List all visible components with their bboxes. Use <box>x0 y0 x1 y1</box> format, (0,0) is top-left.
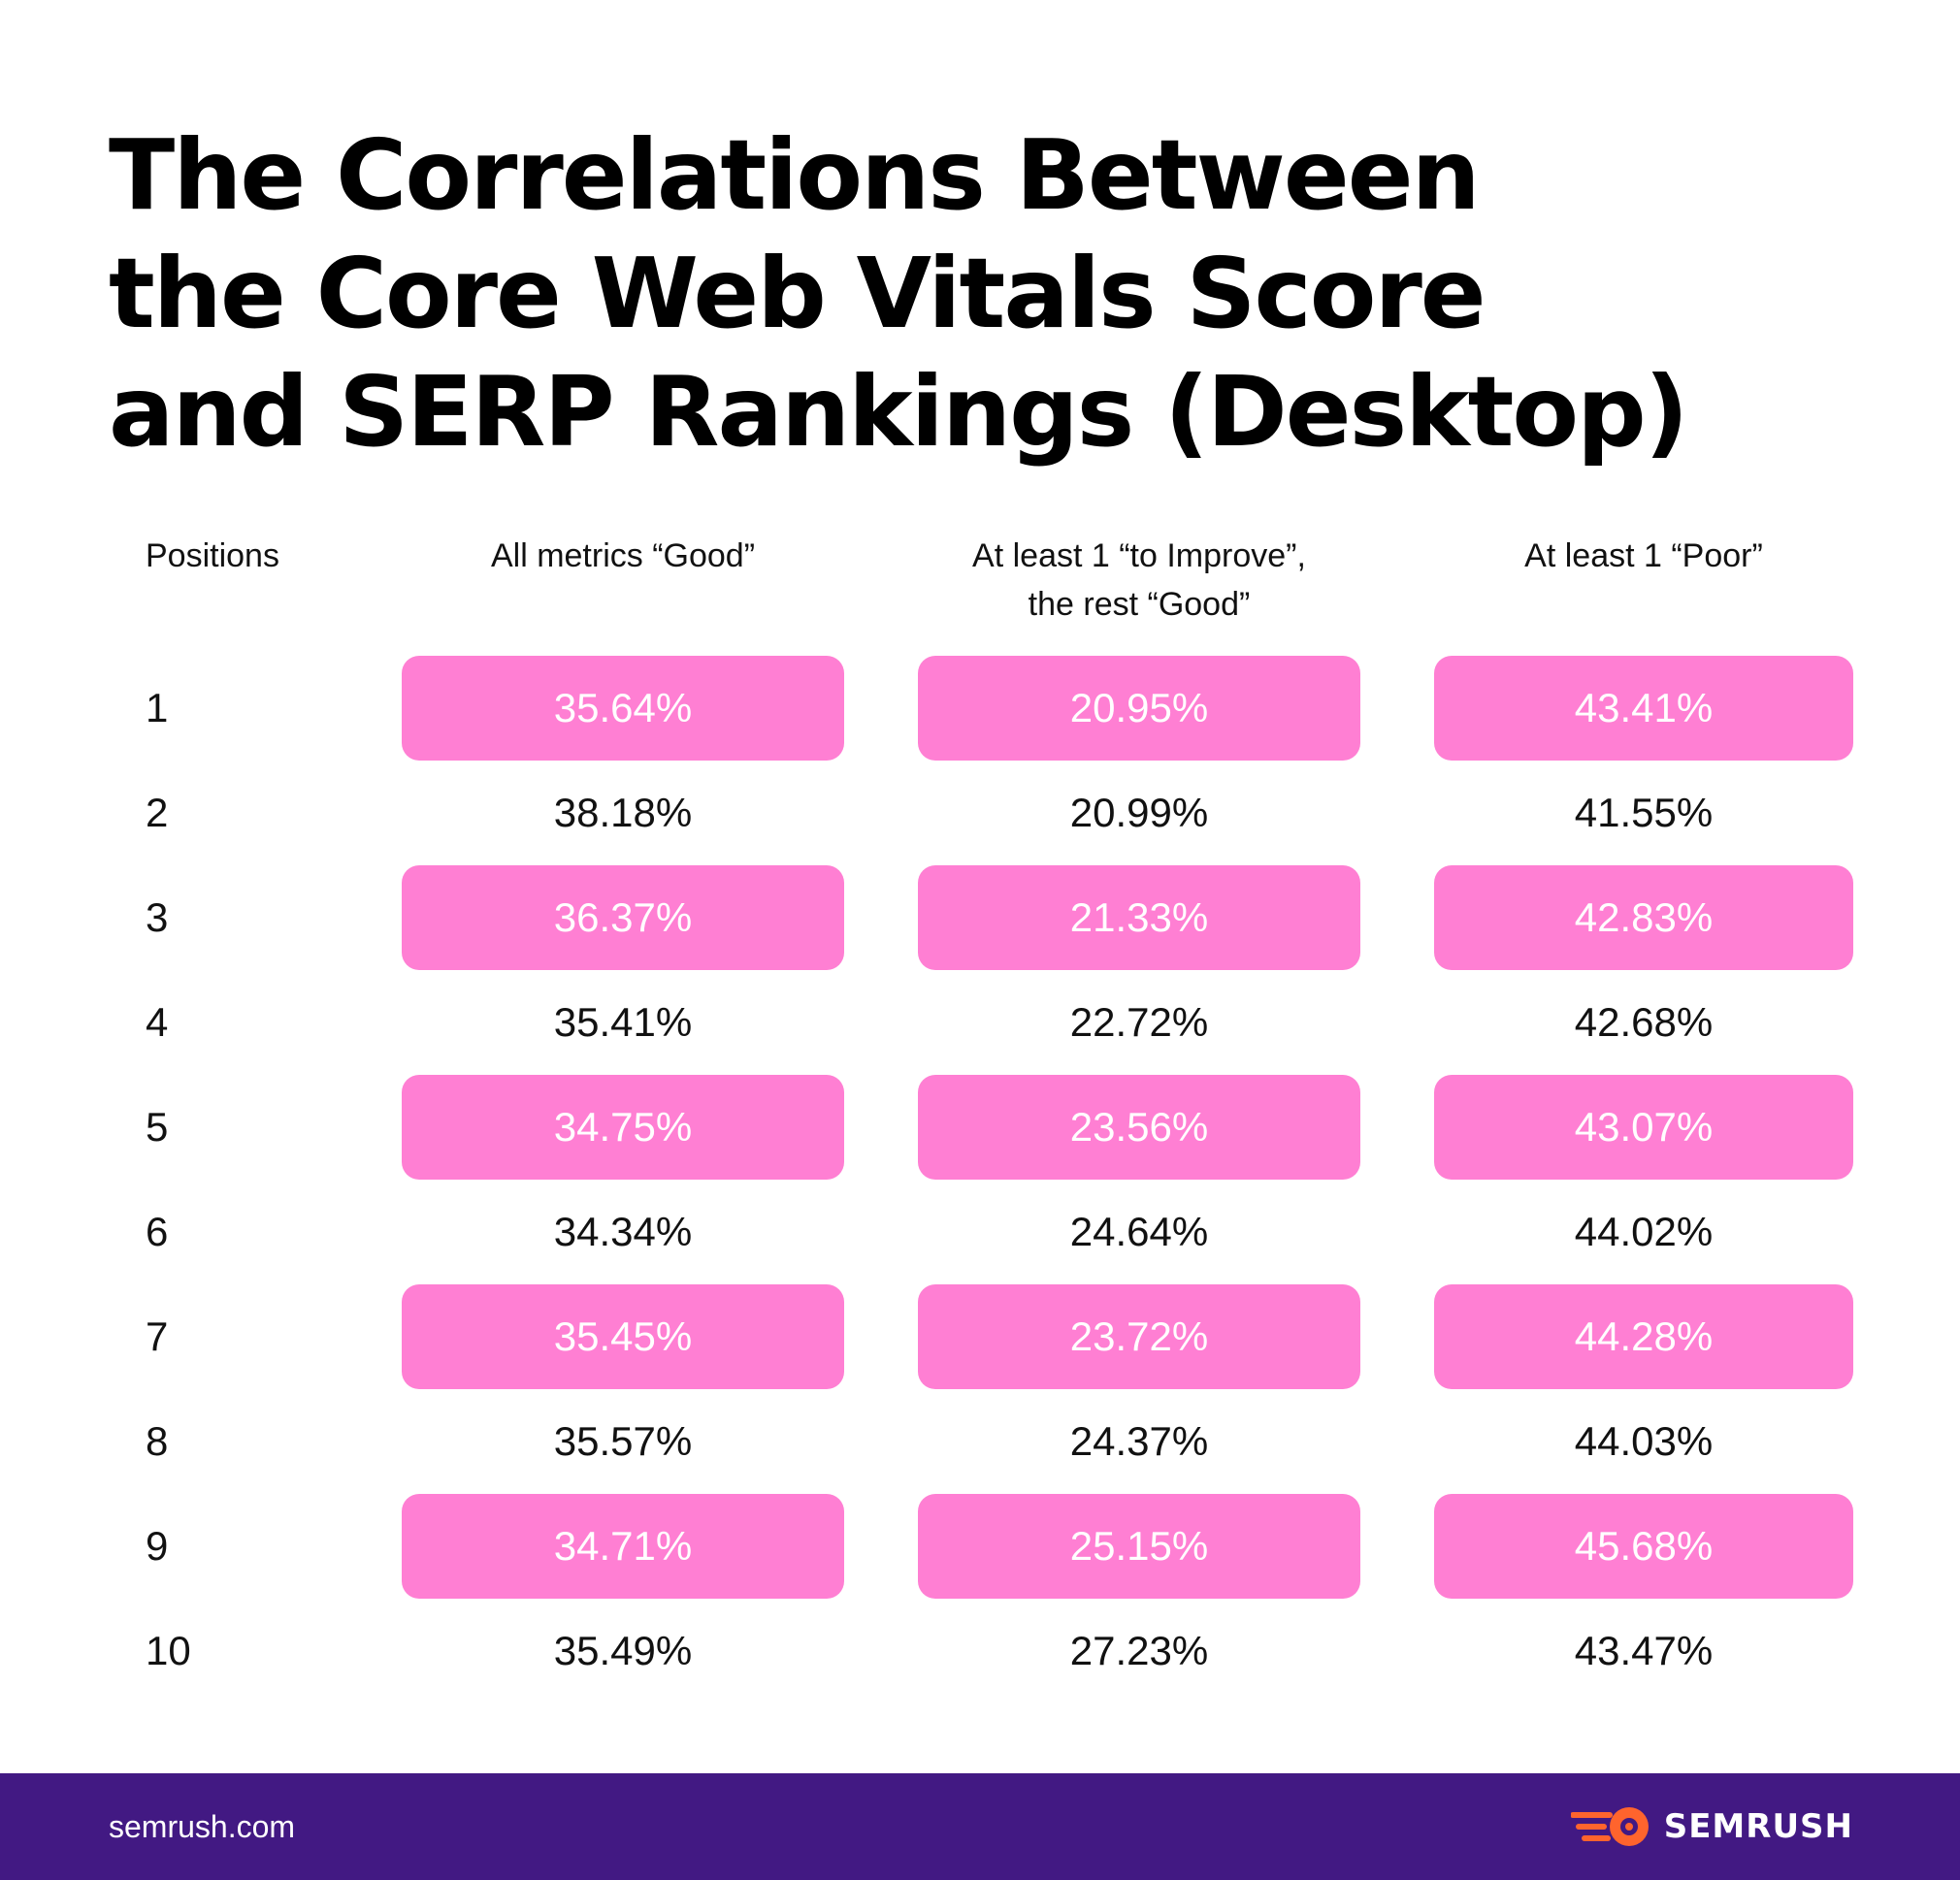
chart-title: The Correlations Between the Core Web Vi… <box>109 116 1758 471</box>
value-cell: 43.07% <box>1434 1075 1853 1180</box>
table-row: 4 35.41% 22.72% 42.68% <box>0 970 1960 1075</box>
column-header-poor: At least 1 “Poor” <box>1343 532 1944 580</box>
positions-header: Positions <box>146 537 279 574</box>
position-label: 10 <box>146 1628 191 1673</box>
value-cell: 44.28% <box>1434 1284 1853 1389</box>
logo-wordmark: SEMRUSH <box>1663 1807 1853 1846</box>
table-row: 10 35.49% 27.23% 43.47% <box>0 1599 1960 1703</box>
value-cell: 45.68% <box>1434 1494 1853 1599</box>
title-line-1: The Correlations Between <box>109 118 1481 232</box>
table-row: 3 36.37% 21.33% 42.83% <box>0 865 1960 970</box>
value-cell: 35.49% <box>553 1628 693 1673</box>
value-cell: 20.95% <box>918 656 1360 761</box>
position-label: 8 <box>146 1418 169 1464</box>
value-cell: 25.15% <box>918 1494 1360 1599</box>
position-label: 4 <box>146 999 169 1045</box>
position-label: 5 <box>146 1104 169 1150</box>
table-row: 9 34.71% 25.15% 45.68% <box>0 1494 1960 1599</box>
value-cell: 34.71% <box>402 1494 844 1599</box>
position-label: 7 <box>146 1313 169 1359</box>
value-cell: 23.72% <box>918 1284 1360 1389</box>
value-cell: 24.37% <box>1069 1418 1209 1464</box>
value-cell: 36.37% <box>402 865 844 970</box>
title-line-2: the Core Web Vitals Score <box>109 237 1486 350</box>
position-label: 6 <box>146 1209 169 1254</box>
value-cell: 44.03% <box>1574 1418 1714 1464</box>
value-cell: 35.41% <box>553 999 693 1045</box>
value-cell: 23.56% <box>918 1075 1360 1180</box>
position-label: 2 <box>146 790 169 835</box>
value-cell: 35.64% <box>402 656 844 761</box>
column-header-line: At least 1 “Poor” <box>1524 537 1763 574</box>
value-cell: 42.68% <box>1574 999 1714 1045</box>
value-cell: 21.33% <box>918 865 1360 970</box>
value-cell: 44.02% <box>1574 1209 1714 1254</box>
value-cell: 20.99% <box>1069 790 1209 835</box>
footer-url: semrush.com <box>109 1809 296 1844</box>
value-cell: 34.75% <box>402 1075 844 1180</box>
column-header-line: the rest “Good” <box>1028 586 1251 623</box>
value-cell: 35.57% <box>553 1418 693 1464</box>
value-cell: 38.18% <box>553 790 693 835</box>
table-row: 6 34.34% 24.64% 44.02% <box>0 1180 1960 1284</box>
table-row: 1 35.64% 20.95% 43.41% <box>0 656 1960 761</box>
value-cell: 42.83% <box>1434 865 1853 970</box>
table-row: 7 35.45% 23.72% 44.28% <box>0 1284 1960 1389</box>
value-cell: 43.41% <box>1434 656 1853 761</box>
value-cell: 27.23% <box>1069 1628 1209 1673</box>
semrush-fireball-icon <box>1570 1807 1649 1846</box>
value-cell: 34.34% <box>553 1209 693 1254</box>
table-row: 8 35.57% 24.37% 44.03% <box>0 1389 1960 1494</box>
table-row: 2 38.18% 20.99% 41.55% <box>0 761 1960 865</box>
column-header-to-improve: At least 1 “to Improve”, the rest “Good” <box>838 532 1440 629</box>
column-header-all-good: All metrics “Good” <box>322 532 924 580</box>
semrush-logo: SEMRUSH <box>1570 1805 1853 1848</box>
value-cell: 24.64% <box>1069 1209 1209 1254</box>
position-label: 9 <box>146 1523 169 1569</box>
footer-bar: semrush.com SEMRUSH <box>0 1773 1960 1880</box>
position-label: 1 <box>146 685 169 730</box>
value-cell: 35.45% <box>402 1284 844 1389</box>
value-cell: 43.47% <box>1574 1628 1714 1673</box>
title-line-3: and SERP Rankings (Desktop) <box>109 355 1688 469</box>
column-header-line: At least 1 “to Improve”, <box>972 537 1306 574</box>
value-cell: 41.55% <box>1574 790 1714 835</box>
column-header-line: All metrics “Good” <box>490 537 756 574</box>
value-cell: 22.72% <box>1069 999 1209 1045</box>
table-row: 5 34.75% 23.56% 43.07% <box>0 1075 1960 1180</box>
position-label: 3 <box>146 894 169 940</box>
